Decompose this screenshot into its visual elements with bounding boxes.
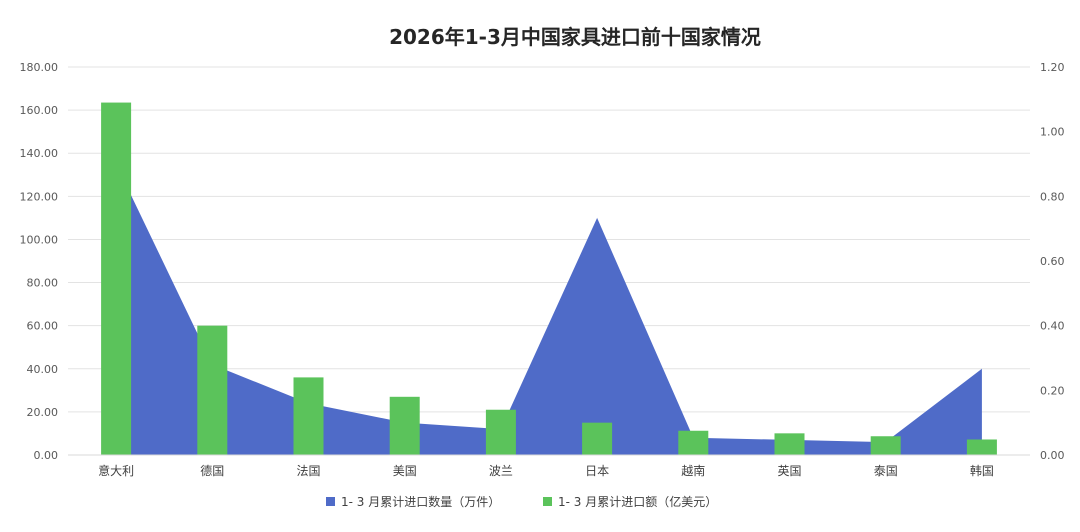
bar (101, 102, 132, 456)
x-tick-label: 意大利 (98, 463, 134, 478)
legend-swatch-area (326, 497, 335, 506)
y-left-tick-label: 40.00 (27, 363, 59, 376)
y-right-tick-label: 0.20 (1040, 384, 1065, 397)
y-left-tick-label: 60.00 (27, 320, 59, 333)
y-right-tick-label: 0.80 (1040, 190, 1065, 203)
bar (389, 396, 420, 455)
x-tick-label: 波兰 (489, 464, 513, 478)
y-left-tick-label: 120.00 (20, 190, 59, 203)
y-right-tick-label: 0.40 (1040, 320, 1065, 333)
y-left-tick-label: 0.00 (34, 449, 59, 462)
y-left-tick-label: 140.00 (20, 147, 59, 160)
x-tick-label: 韩国 (970, 463, 994, 478)
bar (966, 439, 997, 455)
legend-swatch-bar (543, 497, 552, 506)
y-axis-left: 0.00 20.00 40.00 60.00 80.00 100.00 120.00 140.… (20, 61, 59, 462)
y-left-tick-label: 20.00 (27, 406, 59, 419)
bar (678, 430, 709, 455)
y-right-tick-label: 0.60 (1040, 255, 1065, 268)
bar-series (101, 102, 997, 456)
bar (582, 422, 613, 455)
bar (293, 377, 324, 455)
y-right-tick-label: 1.00 (1040, 126, 1065, 139)
bar (485, 409, 516, 455)
y-left-tick-label: 100.00 (20, 233, 59, 246)
y-right-tick-label: 1.20 (1040, 61, 1065, 74)
legend-label-area: 1- 3 月累计进口数量（万件） (341, 494, 500, 509)
x-tick-label: 德国 (200, 463, 224, 478)
bar (774, 433, 805, 455)
y-left-tick-label: 180.00 (20, 61, 59, 74)
x-tick-label: 英国 (777, 464, 801, 478)
bar (870, 436, 901, 455)
x-tick-label: 泰国 (874, 464, 898, 478)
x-tick-label: 法国 (296, 464, 320, 478)
bar (197, 325, 228, 455)
y-axis-right: 0.00 0.20 0.40 0.60 0.80 1.00 1.20 (1040, 61, 1065, 462)
x-tick-label: 美国 (393, 464, 417, 478)
x-tick-label: 越南 (681, 463, 705, 478)
x-axis: 意大利 德国 法国 美国 波兰 日本 越南 英国 泰国 韩国 (68, 454, 1030, 478)
y-right-tick-label: 0.00 (1040, 449, 1065, 462)
legend: 1- 3 月累计进口数量（万件） 1- 3 月累计进口额（亿美元） (326, 494, 717, 509)
area-series (116, 163, 983, 455)
x-tick-label: 日本 (585, 464, 609, 478)
chart-title: 2026年1-3月中国家具进口前十国家情况 (389, 25, 761, 49)
y-left-tick-label: 160.00 (20, 104, 59, 117)
y-left-tick-label: 80.00 (27, 277, 59, 290)
legend-label-bar: 1- 3 月累计进口额（亿美元） (558, 494, 717, 509)
area-series-shape (116, 164, 982, 455)
